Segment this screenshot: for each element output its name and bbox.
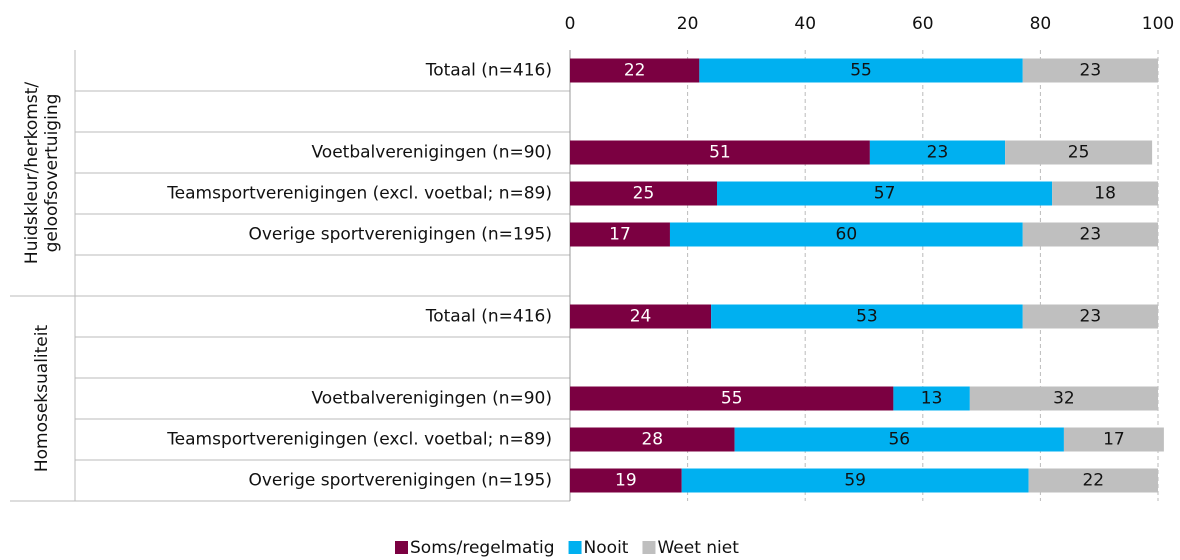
bar-segment: [1022, 222, 1158, 247]
data-label: 55: [721, 389, 743, 409]
legend-label: Soms/regelmatig: [410, 538, 555, 558]
data-label: 51: [709, 143, 731, 163]
data-label: 17: [1103, 430, 1125, 450]
bar-segment: [969, 386, 1158, 411]
bar-segment: [1028, 468, 1158, 493]
data-label: 24: [630, 307, 652, 327]
y-tick-label: Totaal (n=416): [425, 61, 552, 81]
data-label: 25: [1068, 143, 1090, 163]
bar-segment: [681, 468, 1029, 493]
bar-segment: [1052, 181, 1158, 206]
y-tick-label: Teamsportverenigingen (excl. voetbal; n=…: [166, 430, 552, 450]
group-label: Huidskleur/herkomst/: [22, 82, 42, 264]
bar-segment: [717, 181, 1053, 206]
bar-segment: [570, 140, 870, 165]
bar-segment: [570, 468, 682, 493]
bar-segment: [734, 427, 1064, 452]
bar-segment: [570, 181, 717, 206]
legend-swatch: [568, 541, 582, 554]
bar-segment: [1022, 304, 1158, 329]
y-tick-label: Teamsportverenigingen (excl. voetbal; n=…: [166, 184, 552, 204]
bar-segment: [570, 58, 700, 83]
group-label: geloofsovertuiging: [42, 94, 62, 253]
legend-swatch: [395, 541, 408, 554]
y-tick-label: Overige sportverenigingen (n=195): [248, 471, 552, 491]
x-tick-label: 80: [1030, 14, 1052, 34]
data-label: 59: [844, 471, 866, 491]
legend-swatch: [642, 541, 656, 554]
legend-label: Weet niet: [657, 538, 739, 558]
x-tick-label: 100: [1142, 14, 1174, 34]
data-label: 18: [1094, 184, 1116, 204]
y-tick-label: Overige sportverenigingen (n=195): [248, 225, 552, 245]
bar-segment: [570, 386, 894, 411]
data-label: 25: [633, 184, 655, 204]
x-tick-label: 60: [912, 14, 934, 34]
bar-segment: [570, 304, 712, 329]
data-label: 60: [836, 225, 858, 245]
bar-segment: [669, 222, 1023, 247]
x-tick-label: 40: [794, 14, 816, 34]
data-label: 19: [615, 471, 637, 491]
bar-segment: [869, 140, 1006, 165]
legend-label: Nooit: [584, 538, 629, 558]
bar-segment: [1005, 140, 1153, 165]
x-tick-label: 0: [565, 14, 576, 34]
bar-segment: [1063, 427, 1164, 452]
bar-segment: [570, 222, 670, 247]
bar-segment: [570, 427, 735, 452]
group-label: Homoseksualiteit: [32, 325, 52, 473]
data-label: 23: [1080, 307, 1102, 327]
x-tick-label: 20: [677, 14, 699, 34]
y-tick-label: Totaal (n=416): [425, 307, 552, 327]
data-label: 23: [1080, 61, 1102, 81]
bar-segment: [711, 304, 1023, 329]
data-label: 17: [609, 225, 631, 245]
data-label: 22: [624, 61, 646, 81]
bar-segment: [1022, 58, 1158, 83]
bar-segment: [893, 386, 970, 411]
data-label: 32: [1053, 389, 1075, 409]
data-label: 22: [1082, 471, 1104, 491]
y-tick-label: Voetbalverenigingen (n=90): [312, 389, 553, 409]
data-label: 56: [888, 430, 910, 450]
data-label: 53: [856, 307, 878, 327]
data-label: 55: [850, 61, 872, 81]
bar-segment: [699, 58, 1023, 83]
data-label: 13: [921, 389, 943, 409]
data-label: 28: [641, 430, 663, 450]
y-tick-label: Voetbalverenigingen (n=90): [312, 143, 553, 163]
data-label: 23: [927, 143, 949, 163]
data-label: 23: [1080, 225, 1102, 245]
data-label: 57: [874, 184, 896, 204]
